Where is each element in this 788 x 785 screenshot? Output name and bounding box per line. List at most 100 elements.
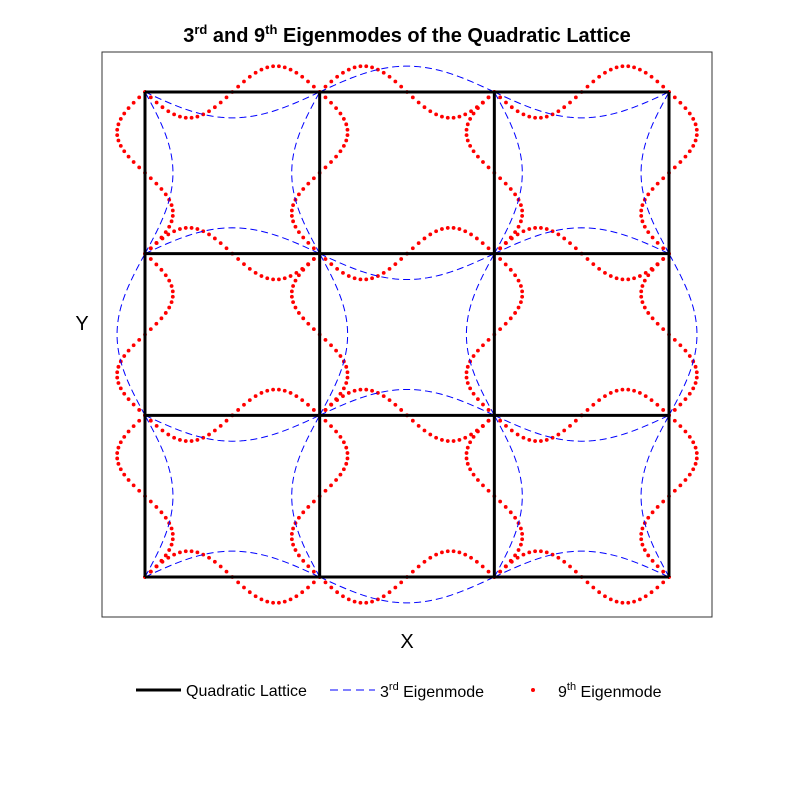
ninth-eigenmode-point (508, 316, 513, 321)
ninth-eigenmode-point (329, 262, 334, 267)
ninth-eigenmode-point (387, 398, 392, 403)
ninth-eigenmode-point (346, 67, 351, 72)
ninth-eigenmode-point (178, 114, 182, 119)
ninth-eigenmode-point (207, 432, 211, 437)
third-eigenmode-line (144, 227, 320, 255)
ninth-eigenmode-point (655, 585, 660, 590)
ninth-eigenmode-point (169, 284, 174, 288)
ninth-eigenmode-point (345, 451, 350, 455)
ninth-eigenmode-point (691, 386, 696, 391)
ninth-eigenmode-point (195, 227, 200, 231)
ninth-eigenmode-point (498, 569, 503, 574)
ninth-eigenmode-point (154, 262, 159, 267)
ninth-eigenmode-point (242, 402, 246, 407)
ninth-eigenmode-point (416, 564, 421, 569)
ninth-eigenmode-point (591, 79, 596, 84)
ninth-eigenmode-point (650, 316, 655, 321)
ninth-eigenmode-point (620, 277, 625, 282)
ninth-eigenmode-point (626, 600, 631, 605)
ninth-eigenmode-point (289, 531, 294, 536)
ninth-eigenmode-point (195, 438, 200, 442)
ninth-eigenmode-point (428, 432, 433, 437)
ninth-eigenmode-point (463, 435, 468, 440)
ninth-eigenmode-point (329, 343, 333, 348)
ninth-eigenmode-point (476, 478, 480, 482)
ninth-eigenmode-point (693, 138, 698, 143)
ninth-eigenmode-point (513, 192, 518, 197)
ninth-eigenmode-point (253, 270, 258, 275)
legend-dot (531, 688, 535, 692)
ninth-eigenmode-point (306, 402, 310, 407)
ninth-eigenmode-point (521, 229, 526, 234)
ninth-eigenmode-point (329, 160, 333, 164)
ninth-eigenmode-point (637, 67, 642, 72)
ninth-eigenmode-point (486, 488, 491, 493)
ninth-eigenmode-point (159, 187, 164, 191)
ninth-eigenmode-point (334, 106, 338, 111)
ninth-eigenmode-point (344, 138, 349, 143)
ninth-eigenmode-point (520, 214, 525, 218)
ninth-eigenmode-point (242, 585, 246, 590)
ninth-eigenmode-point (687, 354, 692, 358)
ninth-eigenmode-point (573, 95, 578, 100)
ninth-eigenmode-point (148, 499, 153, 504)
ninth-eigenmode-point (160, 105, 165, 110)
ninth-eigenmode-point (661, 580, 666, 585)
ninth-eigenmode-point (253, 594, 258, 599)
ninth-eigenmode-point (504, 100, 508, 105)
ninth-eigenmode-point (503, 181, 508, 186)
ninth-eigenmode-point (434, 229, 439, 234)
ninth-eigenmode-point (642, 548, 647, 552)
ninth-eigenmode-point (291, 542, 295, 547)
ninth-eigenmode-point (661, 499, 666, 504)
ninth-eigenmode-point (346, 274, 351, 278)
ninth-eigenmode-point (642, 224, 647, 229)
ninth-eigenmode-point (683, 106, 688, 111)
ninth-eigenmode-point (170, 531, 175, 536)
ninth-eigenmode-point (508, 558, 513, 563)
ninth-eigenmode-point (464, 370, 469, 375)
ninth-eigenmode-point (655, 402, 660, 407)
ninth-eigenmode-point (265, 276, 270, 281)
ninth-eigenmode-point (691, 117, 696, 121)
ninth-eigenmode-point (457, 227, 462, 231)
legend-label-lattice: Quadratic Lattice (186, 683, 307, 700)
ninth-eigenmode-point (271, 387, 275, 392)
ninth-eigenmode-point (486, 165, 491, 170)
ninth-eigenmode-point (306, 79, 310, 84)
ninth-eigenmode-point (159, 316, 164, 321)
ninth-eigenmode-point (334, 478, 338, 482)
ninth-eigenmode-point (297, 515, 301, 520)
ninth-eigenmode-point (288, 597, 293, 602)
ninth-eigenmode-point (393, 402, 398, 407)
ninth-eigenmode-point (131, 343, 136, 348)
ninth-eigenmode-point (650, 187, 655, 191)
ninth-eigenmode-point (614, 276, 619, 281)
ninth-eigenmode-point (288, 274, 293, 278)
ninth-eigenmode-point (271, 64, 275, 69)
ninth-eigenmode-point (533, 439, 537, 443)
ninth-eigenmode-point (520, 531, 525, 536)
ninth-eigenmode-point (544, 438, 549, 442)
ninth-eigenmode-point (242, 262, 246, 267)
ninth-eigenmode-point (639, 208, 644, 213)
ninth-eigenmode-point (533, 226, 537, 230)
ninth-eigenmode-point (271, 277, 275, 282)
ninth-eigenmode-point (520, 294, 525, 299)
ninth-eigenmode-point (608, 597, 613, 602)
ninth-eigenmode-point (116, 138, 121, 143)
legend-label-ninth: 9th Eigenmode (558, 681, 662, 701)
ninth-eigenmode-point (655, 79, 660, 84)
ninth-eigenmode-point (410, 569, 415, 574)
third-eigenmode-line (494, 227, 670, 255)
ninth-eigenmode-point (154, 564, 159, 569)
ninth-eigenmode-point (344, 445, 349, 450)
ninth-eigenmode-point (521, 552, 526, 557)
ninth-eigenmode-point (195, 550, 200, 555)
ninth-eigenmode-point (301, 316, 306, 321)
ninth-eigenmode-point (471, 434, 476, 439)
ninth-eigenmode-point (457, 438, 462, 442)
ninth-eigenmode-point (498, 95, 503, 100)
ninth-eigenmode-point (481, 343, 485, 348)
